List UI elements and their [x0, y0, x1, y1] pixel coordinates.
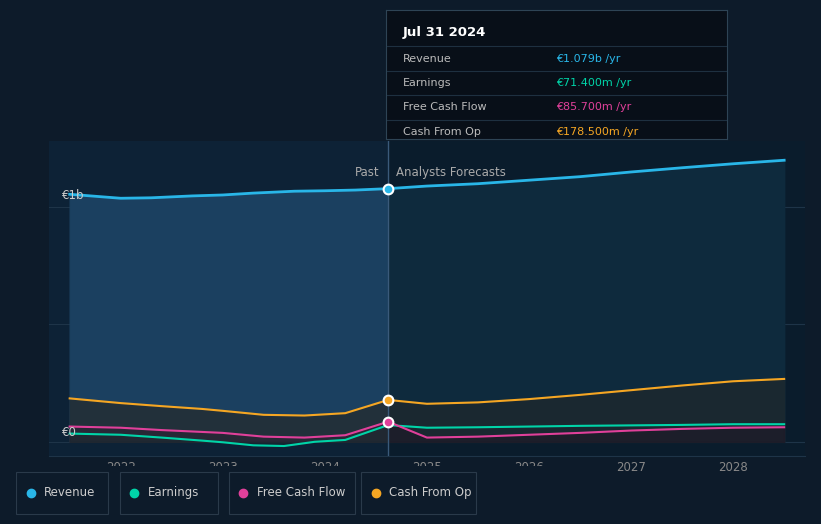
- Text: €1b: €1b: [62, 190, 84, 202]
- Text: €71.400m /yr: €71.400m /yr: [557, 78, 631, 88]
- Text: €1.079b /yr: €1.079b /yr: [557, 53, 621, 63]
- FancyBboxPatch shape: [16, 472, 108, 514]
- FancyBboxPatch shape: [120, 472, 218, 514]
- Text: Cash From Op: Cash From Op: [403, 127, 481, 137]
- Text: Jul 31 2024: Jul 31 2024: [403, 26, 486, 39]
- Text: Free Cash Flow: Free Cash Flow: [257, 486, 345, 499]
- FancyBboxPatch shape: [229, 472, 355, 514]
- Text: Free Cash Flow: Free Cash Flow: [403, 102, 487, 113]
- Text: €85.700m /yr: €85.700m /yr: [557, 102, 631, 113]
- Bar: [49, 141, 388, 456]
- Text: Revenue: Revenue: [403, 53, 452, 63]
- Text: Earnings: Earnings: [403, 78, 452, 88]
- Text: Earnings: Earnings: [148, 486, 199, 499]
- Text: Revenue: Revenue: [44, 486, 95, 499]
- Text: €178.500m /yr: €178.500m /yr: [557, 127, 639, 137]
- Text: €0: €0: [62, 427, 76, 440]
- Text: Cash From Op: Cash From Op: [389, 486, 471, 499]
- FancyBboxPatch shape: [361, 472, 476, 514]
- Bar: [388, 141, 805, 456]
- Text: Analysts Forecasts: Analysts Forecasts: [397, 166, 507, 179]
- Text: Past: Past: [355, 166, 380, 179]
